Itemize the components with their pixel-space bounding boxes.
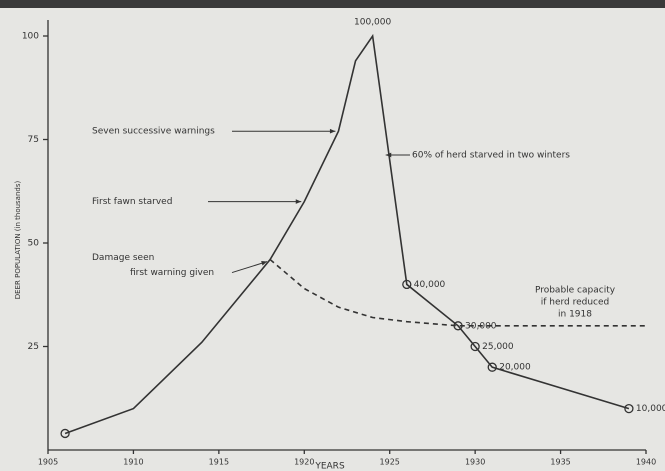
y-axis-label: DEER POPULATION (in thousands) xyxy=(14,181,22,300)
annotation: first warning given xyxy=(130,268,214,278)
data-label: 100,000 xyxy=(354,18,391,28)
y-tick-label: 100 xyxy=(22,32,39,42)
x-tick-label: 1925 xyxy=(380,458,400,467)
annotation: 60% of herd starved in two winters xyxy=(412,151,570,161)
y-tick-label: 50 xyxy=(28,239,40,249)
annotation: First fawn starved xyxy=(92,197,172,207)
y-tick-label: 75 xyxy=(28,135,39,145)
x-tick-label: 1915 xyxy=(209,458,229,467)
point xyxy=(402,279,412,290)
annotation: in 1918 xyxy=(558,310,592,320)
point xyxy=(624,403,634,414)
point xyxy=(60,428,70,439)
x-tick-label: 1930 xyxy=(465,458,485,467)
data-label: 40,000 xyxy=(414,280,446,290)
annotation: Seven successive warnings xyxy=(92,127,215,137)
x-tick-label: 1920 xyxy=(294,458,314,467)
point xyxy=(470,341,480,352)
x-tick-label: 1940 xyxy=(636,458,656,467)
data-label: 25,000 xyxy=(482,342,514,352)
data-label: 10,000 xyxy=(636,404,665,414)
annotation: Probable capacity xyxy=(535,286,616,296)
x-tick-label: 1905 xyxy=(38,458,58,467)
data-label: 20,000 xyxy=(499,363,531,373)
arrow-head xyxy=(295,199,302,204)
arrow xyxy=(231,261,268,274)
annotation: if herd reduced xyxy=(541,298,610,308)
x-tick-label: 1910 xyxy=(123,458,143,467)
paper xyxy=(0,8,665,471)
arrow-head xyxy=(261,260,268,266)
line xyxy=(269,258,646,327)
point xyxy=(487,362,497,372)
arrow-head xyxy=(329,128,336,134)
annotation: Damage seen xyxy=(92,253,154,263)
y-tick-label: 25 xyxy=(28,342,39,352)
arrow-head xyxy=(385,152,392,158)
line xyxy=(64,33,630,435)
x-axis-label: YEARS xyxy=(314,462,345,471)
x-tick-label: 1935 xyxy=(550,458,570,467)
